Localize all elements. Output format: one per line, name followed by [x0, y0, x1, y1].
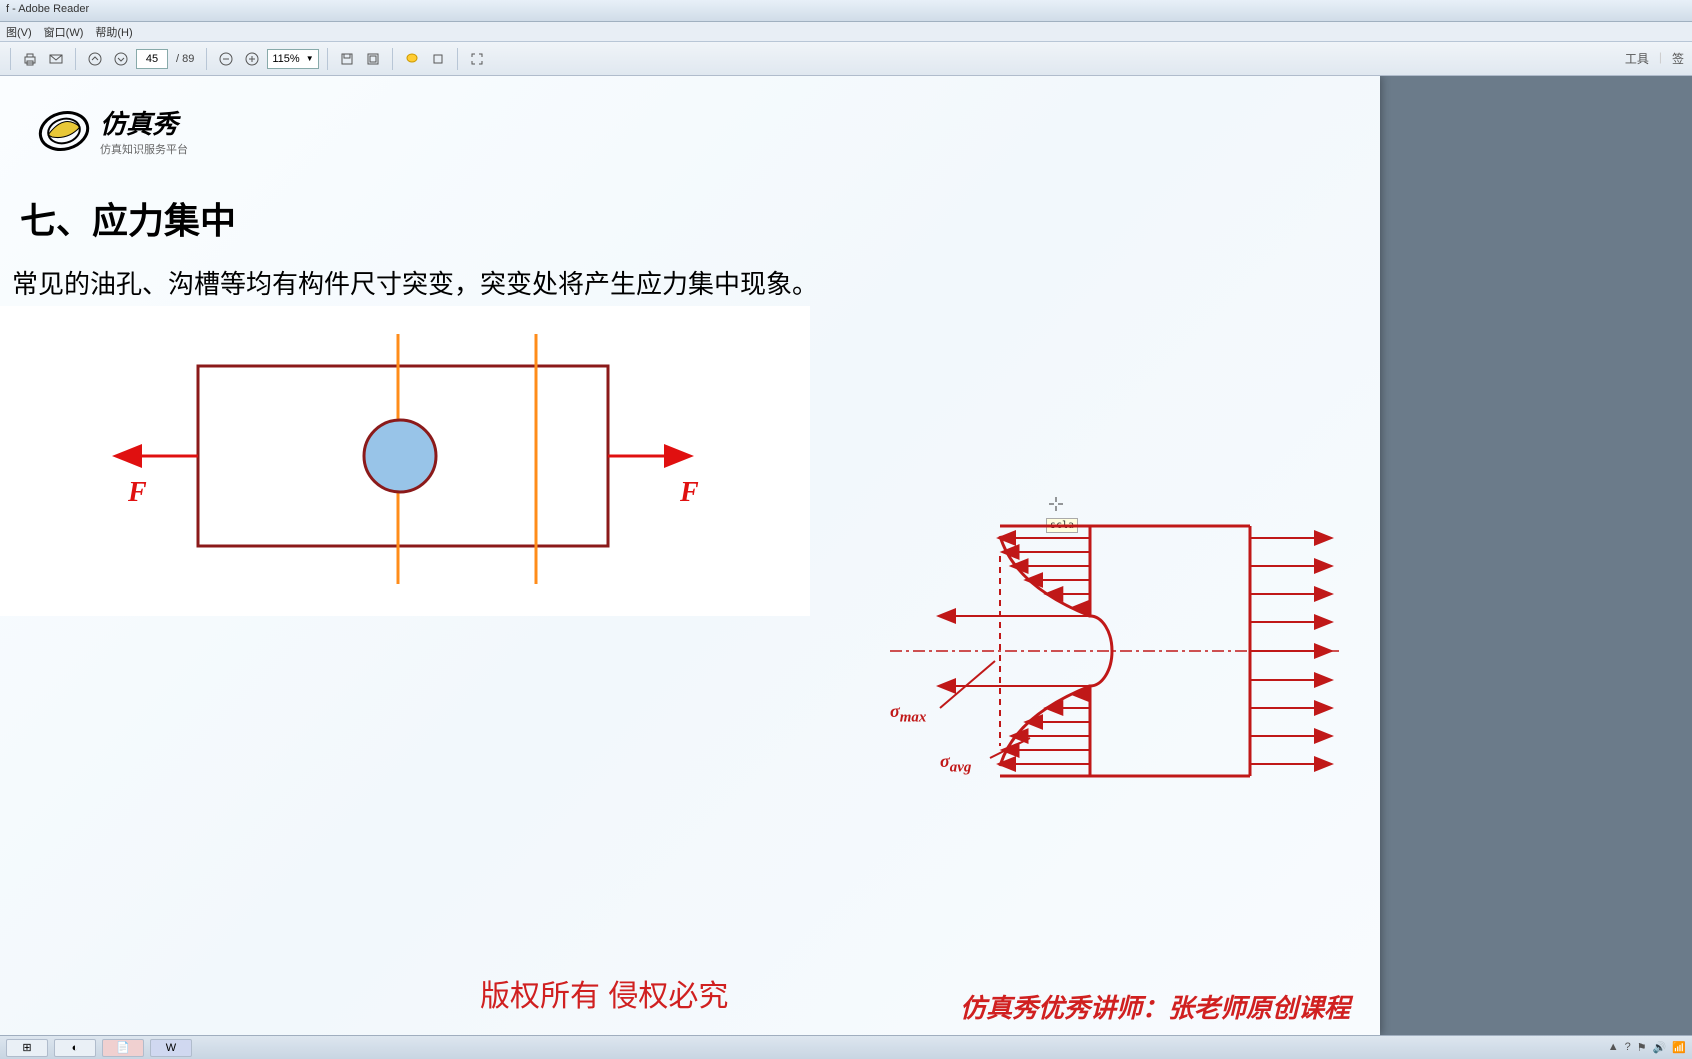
system-tray: ▲ ? ⚑ 🔊 📶	[1608, 1041, 1686, 1054]
section-heading: 七、应力集中	[20, 192, 236, 244]
tray-icon[interactable]: ▲	[1608, 1041, 1619, 1054]
taskbar-start[interactable]: ⊞	[6, 1039, 48, 1057]
menu-item[interactable]: 窗口(W)	[44, 24, 84, 39]
tray-icon[interactable]: ⚑	[1637, 1041, 1647, 1054]
fullscreen-icon[interactable]	[466, 48, 488, 70]
taskbar: ⊞ ◐ 📄 W ▲ ? ⚑ 🔊 📶	[0, 1035, 1692, 1059]
logo-swirl-icon	[38, 105, 90, 157]
toolbar: / 89 115% ▼ 工具 | 签	[0, 42, 1692, 76]
tray-icon[interactable]: 📶	[1672, 1041, 1686, 1054]
print-icon[interactable]	[19, 48, 41, 70]
copyright-text: 版权所有 侵权必究	[480, 971, 728, 1015]
titlebar: f - Adobe Reader	[0, 0, 1692, 22]
section-paragraph: 常见的油孔、沟槽等均有构件尺寸突变，突变处将产生应力集中现象。	[12, 264, 818, 301]
instructor-text: 仿真秀优秀讲师：张老师原创课程	[960, 988, 1350, 1025]
taskbar-app[interactable]: 📄	[102, 1039, 144, 1057]
tools-link[interactable]: 工具	[1625, 50, 1649, 67]
sign-link[interactable]: 签	[1672, 50, 1684, 67]
fit-page-icon[interactable]	[362, 48, 384, 70]
zoom-select[interactable]: 115% ▼	[267, 49, 318, 69]
menubar: 图(V) 窗口(W) 帮助(H)	[0, 22, 1692, 42]
zoom-out-icon[interactable]	[215, 48, 237, 70]
logo-subtitle: 仿真知识服务平台	[100, 141, 188, 157]
save-icon[interactable]	[336, 48, 358, 70]
stress-label: σmax	[890, 701, 926, 727]
page-number-input[interactable]	[136, 49, 168, 69]
brand-logo: 仿真秀 仿真知识服务平台	[38, 104, 188, 157]
pdf-page: 仿真秀 仿真知识服务平台 七、应力集中 常见的油孔、沟槽等均有构件尺寸突变，突变…	[0, 76, 1380, 1035]
stress-label: σavg	[940, 751, 971, 777]
logo-title: 仿真秀	[100, 104, 188, 141]
comment-icon[interactable]	[401, 48, 423, 70]
email-icon[interactable]	[45, 48, 67, 70]
toolbar-right: 工具 | 签	[1625, 50, 1684, 67]
tray-icon[interactable]: ?	[1625, 1041, 1631, 1054]
highlight-icon[interactable]	[427, 48, 449, 70]
taskbar-app[interactable]: W	[150, 1039, 192, 1057]
diagram-plate-with-hole: FF	[0, 306, 810, 616]
diagram-stress-distribution: σmax σavg	[880, 476, 1360, 796]
tray-icon[interactable]: 🔊	[1653, 1041, 1667, 1054]
app-title: f - Adobe Reader	[6, 3, 89, 15]
menu-item[interactable]: 帮助(H)	[95, 24, 132, 39]
taskbar-app[interactable]: ◐	[54, 1039, 96, 1057]
svg-text:F: F	[127, 477, 147, 508]
page-up-icon[interactable]	[84, 48, 106, 70]
svg-text:F: F	[679, 477, 699, 508]
page-total: / 89	[176, 53, 194, 65]
zoom-in-icon[interactable]	[241, 48, 263, 70]
menu-item[interactable]: 图(V)	[6, 24, 32, 39]
page-down-icon[interactable]	[110, 48, 132, 70]
document-area: 仿真秀 仿真知识服务平台 七、应力集中 常见的油孔、沟槽等均有构件尺寸突变，突变…	[0, 76, 1692, 1035]
